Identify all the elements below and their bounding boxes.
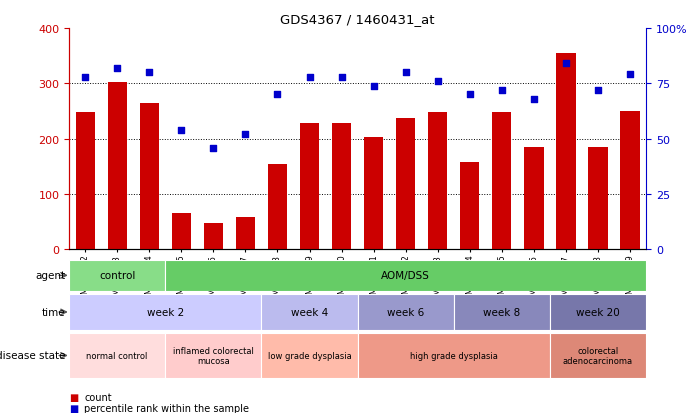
Bar [69,333,165,378]
Bar [428,113,447,250]
Point [176,127,187,134]
Text: colorectal
adenocarcinoma: colorectal adenocarcinoma [563,346,633,365]
Point [464,92,475,98]
Point [368,83,379,90]
Point [400,70,411,76]
Point [560,61,571,68]
Bar [261,294,358,330]
Bar [588,148,607,250]
Text: week 4: week 4 [291,307,328,317]
Bar [165,333,261,378]
Point [240,132,251,138]
Bar [454,294,550,330]
Bar [261,333,358,378]
Bar [550,294,646,330]
Point [336,74,347,81]
Text: low grade dysplasia: low grade dysplasia [267,351,352,360]
Bar [364,138,384,250]
Point [592,88,603,94]
Bar [300,124,319,250]
Bar [460,163,480,250]
Bar [236,218,255,250]
Point [432,78,443,85]
Bar [621,112,640,250]
Bar [524,148,544,250]
Bar [75,113,95,250]
Bar [140,104,159,250]
Text: inflamed colorectal
mucosa: inflamed colorectal mucosa [173,346,254,365]
Bar [550,333,646,378]
Text: disease state: disease state [0,351,66,361]
Text: control: control [99,271,135,281]
Bar [171,214,191,250]
Text: AOM/DSS: AOM/DSS [381,271,430,281]
Bar [69,260,165,291]
Title: GDS4367 / 1460431_at: GDS4367 / 1460431_at [281,13,435,26]
Point [272,92,283,98]
Point [529,96,540,103]
Text: ■: ■ [69,403,78,413]
Point [144,70,155,76]
Text: week 2: week 2 [146,307,184,317]
Text: high grade dysplasia: high grade dysplasia [410,351,498,360]
Bar [358,294,454,330]
Point [79,74,91,81]
Text: week 6: week 6 [387,307,424,317]
Bar [358,333,550,378]
Text: ■: ■ [69,392,78,402]
Bar [268,164,287,250]
Text: week 8: week 8 [483,307,520,317]
Bar [108,83,126,250]
Text: normal control: normal control [86,351,148,360]
Bar [165,260,646,291]
Point [208,145,219,152]
Bar [204,223,223,250]
Text: percentile rank within the sample: percentile rank within the sample [84,403,249,413]
Bar [69,294,261,330]
Bar [492,113,511,250]
Point [304,74,315,81]
Text: time: time [42,307,66,317]
Text: week 20: week 20 [576,307,620,317]
Text: agent: agent [35,271,66,281]
Point [112,65,123,72]
Point [496,88,507,94]
Bar [396,119,415,250]
Text: count: count [84,392,112,402]
Point [625,72,636,78]
Bar [332,124,351,250]
Bar [556,54,576,250]
